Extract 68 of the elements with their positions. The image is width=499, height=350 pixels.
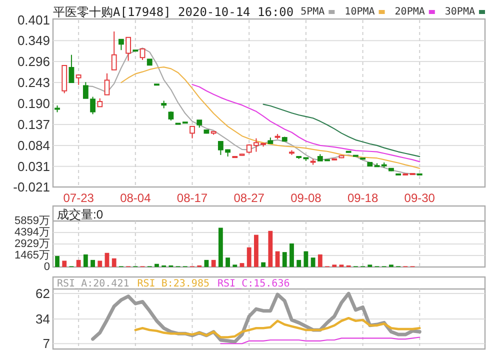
bar [204,260,209,267]
y-tick-label: 0.243 [17,75,50,90]
bar [282,252,287,267]
y-tick-label: 0.296 [17,54,50,70]
candlestick [68,54,74,84]
bar [211,260,216,267]
bar [62,260,67,267]
x-tick-label: 08-27 [234,191,265,205]
bar [98,260,102,267]
bar [112,258,116,267]
x-tick-label: 08-04 [120,191,152,205]
bar [261,262,266,267]
annotation: 成交量:0 [57,208,104,222]
bar [154,264,159,267]
y-tick-label: 0.401 [17,12,50,28]
legend-label: 30PMA [444,6,475,18]
bar [304,251,308,267]
candlestick [118,38,124,51]
y-tick-label: 0.349 [17,33,50,48]
bar [254,234,258,267]
bar [246,247,252,267]
candlestick [111,30,117,70]
bar [90,260,95,267]
annotation: RSI_C:15.636 [218,278,290,290]
bar [218,228,223,267]
bar [240,263,244,267]
bar [310,258,316,267]
y-tick-label: 4394万 [14,226,50,238]
line-series [134,316,421,338]
legend-label: 20PMA [394,6,425,18]
bar [290,243,294,267]
annotation: RSI_A:20.421 [57,278,130,290]
candlestick [76,74,82,86]
y-tick-label: 2929万 [14,238,50,250]
y-tick-label: 34 [36,312,50,327]
bar [226,258,230,267]
y-tick-label: 0.137 [17,116,50,132]
y-tick-label: 62 [36,286,50,302]
candlestick [104,72,110,96]
candlestick [190,126,195,139]
candlestick [140,48,146,60]
x-tick-label: 09-30 [404,191,436,205]
y-tick-label: 1465万 [14,250,50,262]
legend-label: 5PMA [300,6,325,18]
y-tick-label: 0.190 [17,96,50,111]
x-tick-label: 07-23 [63,191,94,205]
chart-title: 平医零十购A[17948] 2020-10-14 16:00 [53,5,294,19]
y-tick-label: 5859万 [14,215,50,227]
annotation: RSI_B:23.985 [137,278,210,290]
x-tick-label: 09-08 [290,191,322,205]
y-tick-label: 0.084 [17,138,50,153]
legend-label: 10PMA [344,6,375,18]
line-series [220,336,420,344]
bar [55,256,60,267]
x-tick-label: 09-18 [347,191,378,205]
y-tick-label: 0 [44,261,50,273]
bar [268,230,273,267]
bar [318,254,322,267]
y-tick-label: 7 [42,336,50,350]
x-tick-label: 08-17 [176,191,208,205]
y-tick-label: -0.021 [13,180,50,194]
bar [275,251,280,267]
bar [83,254,88,267]
candlestick [126,36,132,62]
bar [104,252,110,267]
y-tick-label: 0.031 [17,158,50,174]
bar [296,260,302,267]
bar [76,260,81,267]
